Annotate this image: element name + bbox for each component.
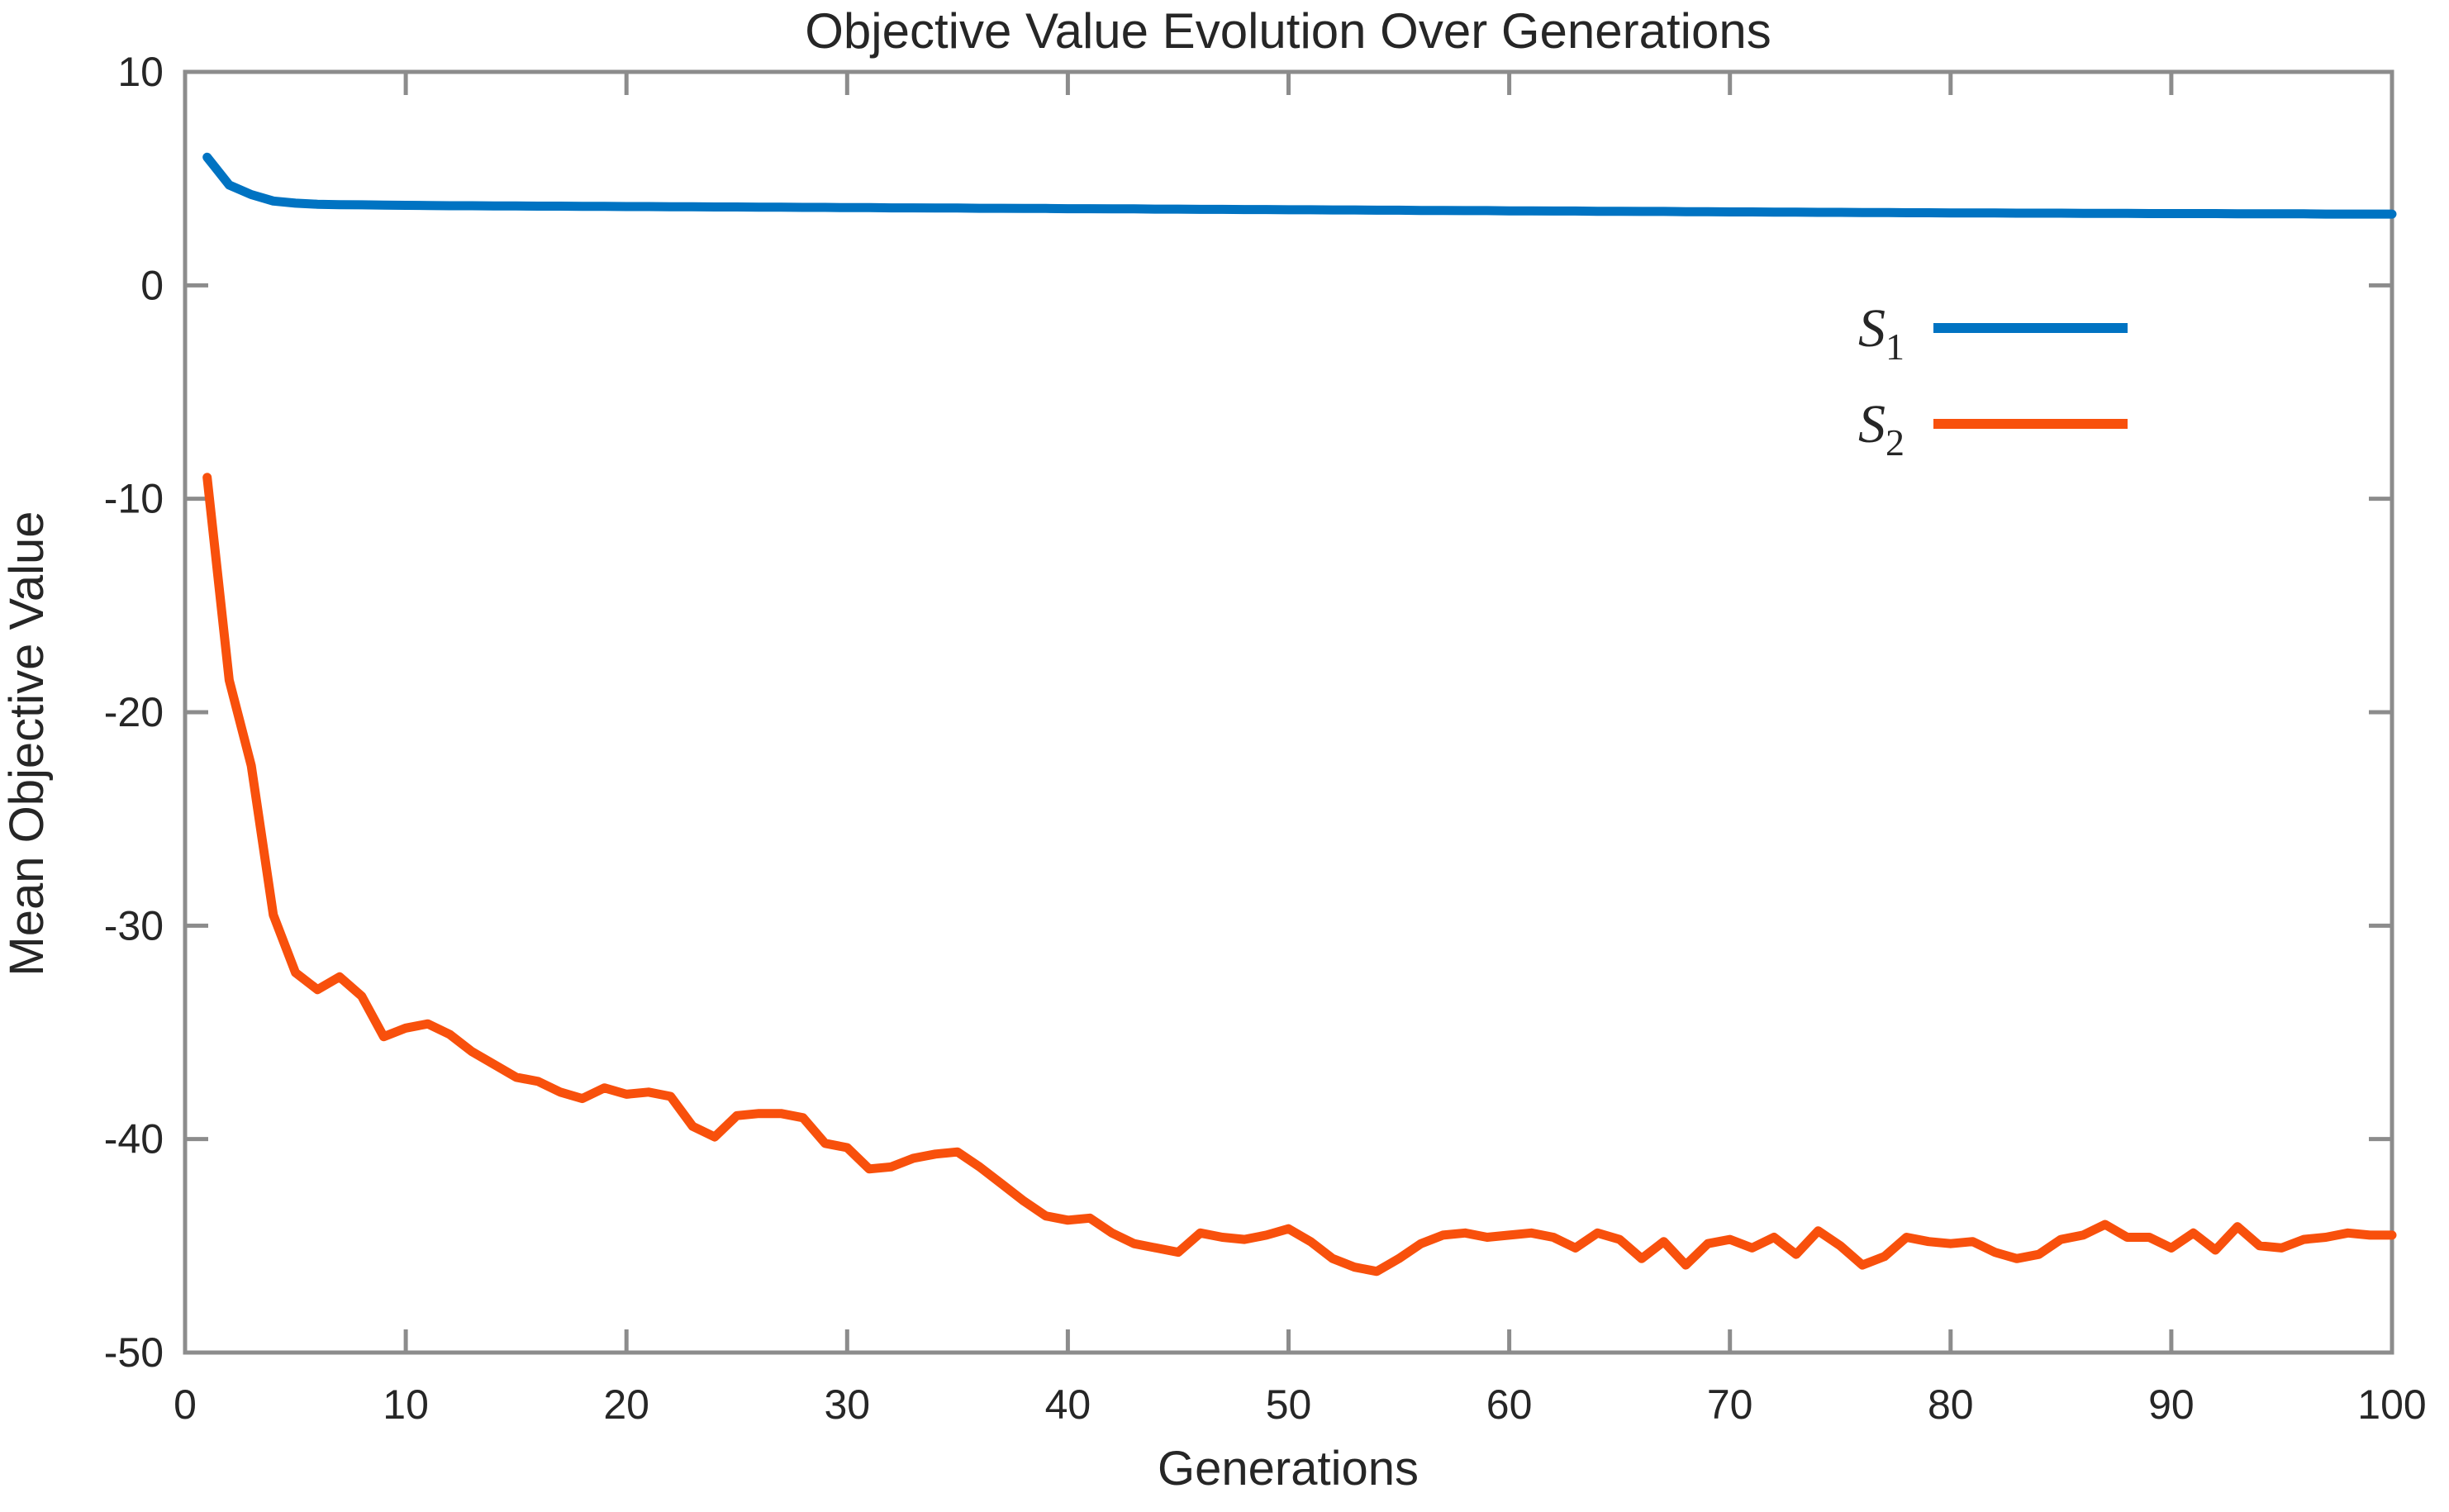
series-s1-line — [202, 152, 2397, 219]
y-tick-label--30: -30 — [104, 902, 164, 949]
x-tick-label-70: 70 — [1707, 1381, 1753, 1428]
legend-entry-s2: S2 — [1858, 394, 2128, 464]
series-s2-line — [202, 473, 2397, 1277]
legend-label-s2: S2 — [1858, 394, 1905, 464]
series-lines — [202, 152, 2397, 1277]
y-tick-label-10: 10 — [117, 49, 164, 95]
legend-entry-s1: S1 — [1858, 298, 2128, 368]
axis-ticks — [183, 69, 2394, 1355]
x-tick-label-40: 40 — [1045, 1381, 1091, 1428]
x-tick-label-80: 80 — [1928, 1381, 1974, 1428]
plot-area: 0 10 20 30 40 50 60 70 80 90 100100-10-20-30-40-50… — [104, 49, 2427, 1428]
chart-title: Objective Value Evolution Over Generatio… — [805, 3, 1771, 59]
legend-label-s1: S1 — [1858, 298, 1905, 368]
x-tick-label-90: 90 — [2148, 1381, 2195, 1428]
x-tick-label-30: 30 — [824, 1381, 870, 1428]
x-tick-label-10: 10 — [383, 1381, 429, 1428]
y-tick-label-0: 0 — [140, 262, 164, 308]
x-tick-label-0: 0 — [174, 1381, 197, 1428]
y-tick-label--50: -50 — [104, 1329, 164, 1376]
x-tick-label-20: 20 — [603, 1381, 649, 1428]
y-tick-label--20: -20 — [104, 689, 164, 735]
y-tick-label--40: -40 — [104, 1116, 164, 1163]
y-axis-label: Mean Objective Value — [0, 511, 54, 976]
y-tick-label--10: -10 — [104, 476, 164, 522]
x-tick-label-50: 50 — [1266, 1381, 1312, 1428]
plot-box-spines — [183, 69, 2394, 1355]
x-tick-label-60: 60 — [1486, 1381, 1533, 1428]
x-axis-label: Generations — [1158, 1442, 1419, 1495]
x-tick-label-100: 100 — [2357, 1381, 2426, 1428]
